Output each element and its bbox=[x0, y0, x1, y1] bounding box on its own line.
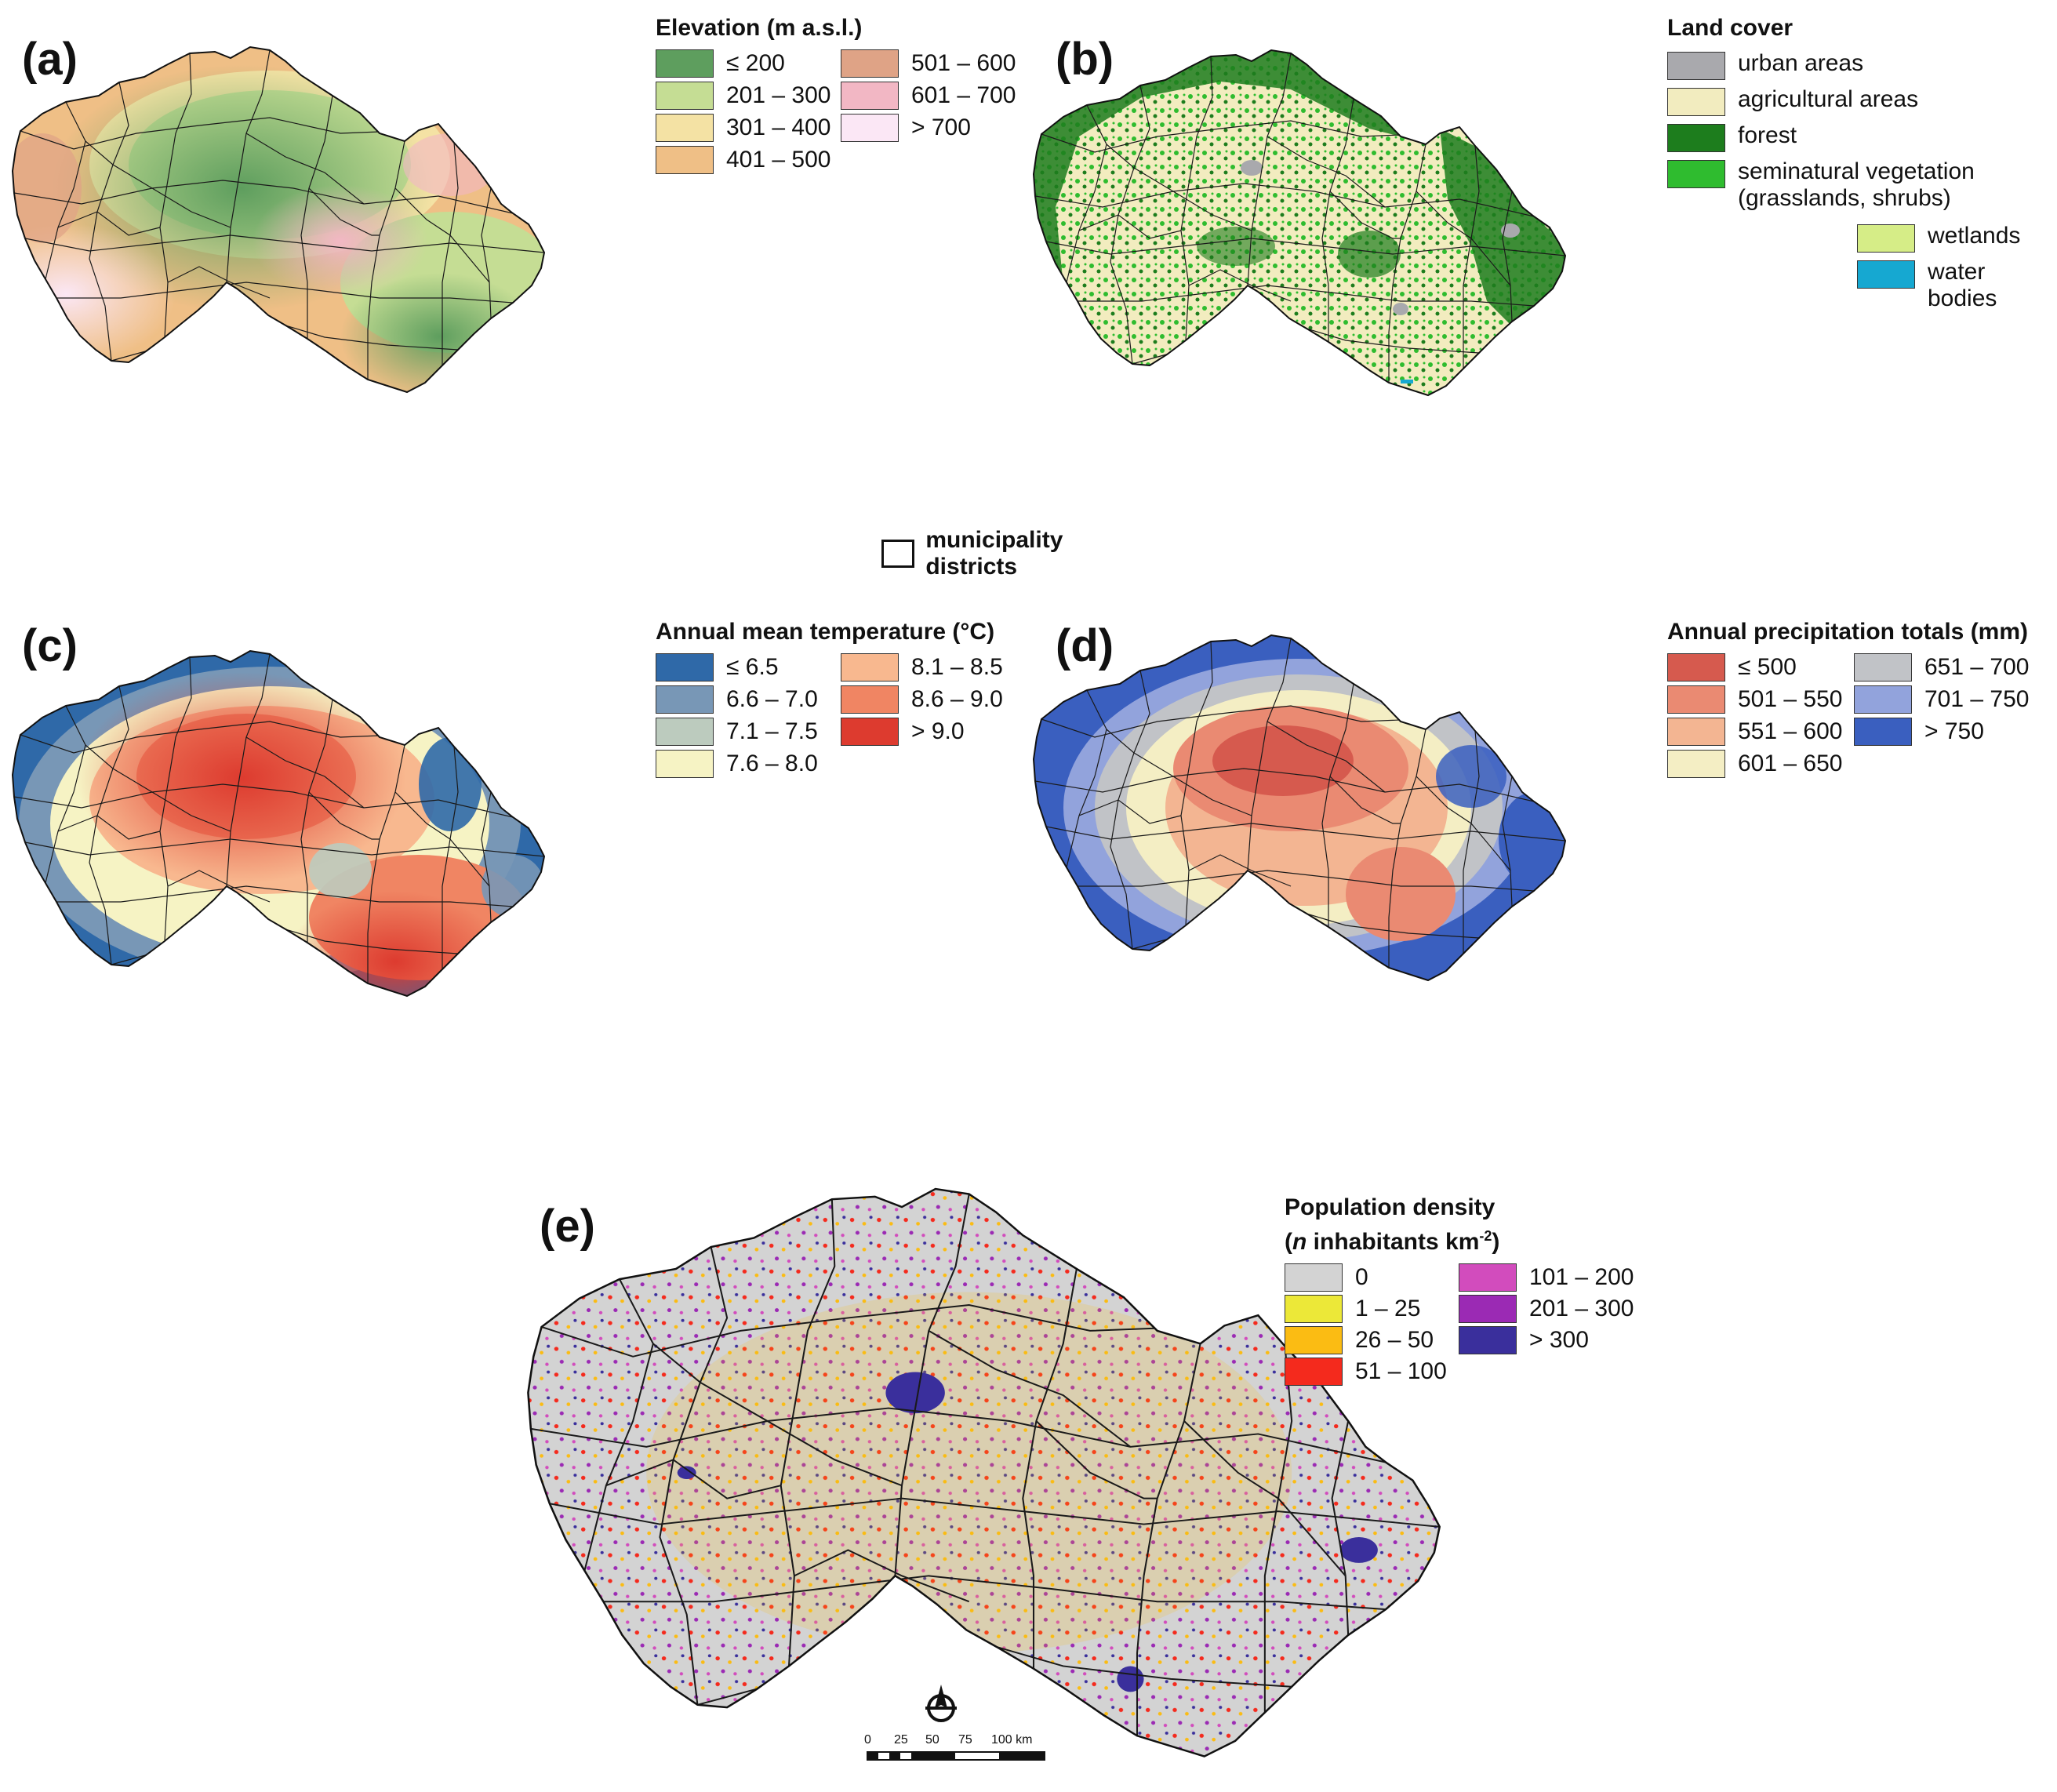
land-cover-legend-title: Land cover bbox=[1667, 15, 1794, 41]
panel-label-a: (a) bbox=[22, 34, 78, 85]
legend-swatch bbox=[841, 82, 899, 110]
panel-label-d: (d) bbox=[1056, 620, 1114, 671]
scale-tick-label: 50 bbox=[925, 1733, 939, 1747]
legend-swatch bbox=[1285, 1263, 1343, 1292]
legend-swatch bbox=[1667, 88, 1725, 116]
legend-swatch bbox=[1285, 1326, 1343, 1354]
legend-swatch bbox=[656, 750, 714, 778]
legend-swatch bbox=[1459, 1263, 1517, 1292]
precipitation-legend: Annual precipitation totals (mm) ≤ 500 5… bbox=[1667, 618, 2029, 778]
north-arrow-icon bbox=[925, 1685, 957, 1722]
precipitation-legend-title: Annual precipitation totals (mm) bbox=[1667, 619, 2029, 645]
elevation-map bbox=[12, 46, 545, 393]
legend-item: 301 – 400 bbox=[656, 114, 830, 142]
legend-swatch bbox=[1667, 750, 1725, 778]
legend-item: wetlands bbox=[1857, 223, 2020, 253]
legend-swatch bbox=[841, 685, 899, 714]
legend-item: 201 – 300 bbox=[1459, 1295, 1634, 1323]
legend-swatch bbox=[1857, 224, 1915, 253]
temperature-legend: Annual mean temperature (°C) ≤ 6.5 6.6 –… bbox=[656, 618, 1021, 778]
legend-swatch bbox=[841, 718, 899, 746]
temperature-map bbox=[12, 650, 545, 997]
legend-swatch bbox=[1667, 160, 1725, 188]
legend-swatch bbox=[656, 82, 714, 110]
legend-item: 7.1 – 7.5 bbox=[656, 718, 820, 746]
legend-item: > 700 bbox=[841, 114, 1021, 142]
legend-item: ≤ 6.5 bbox=[656, 653, 820, 682]
population-density-legend: Population density (n inhabitants km-2) … bbox=[1285, 1194, 1634, 1386]
municipality-districts-legend: municipality districts bbox=[881, 527, 1078, 580]
legend-swatch bbox=[1459, 1326, 1517, 1354]
legend-item: seminatural vegetation (grasslands, shrub… bbox=[1667, 158, 2020, 212]
district-boundary-swatch bbox=[881, 540, 915, 568]
panel-label-e: (e) bbox=[540, 1201, 595, 1252]
legend-swatch bbox=[656, 146, 714, 174]
population-density-map bbox=[527, 1187, 1441, 1757]
legend-swatch bbox=[656, 685, 714, 714]
panel-label-c: (c) bbox=[22, 620, 78, 671]
legend-item: > 750 bbox=[1854, 718, 2019, 746]
legend-swatch bbox=[656, 718, 714, 746]
legend-item: 501 – 550 bbox=[1667, 685, 1842, 714]
legend-swatch bbox=[1857, 260, 1915, 289]
legend-item: 601 – 700 bbox=[841, 82, 1021, 110]
land-cover-map bbox=[1033, 49, 1566, 396]
legend-item: 8.6 – 9.0 bbox=[841, 685, 1021, 714]
legend-item: urban areas bbox=[1667, 50, 2020, 80]
temperature-legend-title: Annual mean temperature (°C) bbox=[656, 619, 995, 645]
legend-item: agricultural areas bbox=[1667, 86, 2020, 116]
scale-bar-graphic bbox=[867, 1751, 1045, 1761]
legend-item: 8.1 – 8.5 bbox=[841, 653, 1021, 682]
legend-item: forest bbox=[1667, 122, 2020, 152]
legend-swatch bbox=[656, 653, 714, 682]
legend-swatch bbox=[1667, 124, 1725, 152]
legend-item: 401 – 500 bbox=[656, 146, 830, 174]
legend-item: 1 – 25 bbox=[1285, 1295, 1438, 1323]
scale-tick-label: 0 bbox=[864, 1733, 871, 1747]
legend-swatch bbox=[656, 114, 714, 142]
legend-swatch bbox=[1285, 1295, 1343, 1323]
scale-tick-label: 25 bbox=[894, 1733, 908, 1747]
legend-item: 6.6 – 7.0 bbox=[656, 685, 820, 714]
legend-item: 201 – 300 bbox=[656, 82, 830, 110]
legend-item: 601 – 650 bbox=[1667, 750, 1842, 778]
legend-swatch bbox=[1854, 685, 1912, 714]
legend-item: > 9.0 bbox=[841, 718, 1021, 746]
legend-item: 551 – 600 bbox=[1667, 718, 1842, 746]
legend-item: 101 – 200 bbox=[1459, 1263, 1634, 1292]
elevation-legend-title: Elevation (m a.s.l.) bbox=[656, 15, 863, 41]
legend-item: 651 – 700 bbox=[1854, 653, 2029, 682]
legend-item: 26 – 50 bbox=[1285, 1326, 1438, 1354]
legend-item: 701 – 750 bbox=[1854, 685, 2029, 714]
legend-swatch bbox=[1854, 653, 1912, 682]
legend-swatch bbox=[841, 49, 899, 78]
legend-swatch bbox=[656, 49, 714, 78]
legend-item: water bodies bbox=[1857, 259, 2020, 312]
legend-swatch bbox=[1667, 685, 1725, 714]
scale-tick-label: 75 bbox=[958, 1733, 972, 1747]
panel-label-b: (b) bbox=[1056, 34, 1114, 85]
scale-tick-label: 100 km bbox=[991, 1733, 1033, 1747]
legend-swatch bbox=[1459, 1295, 1517, 1323]
legend-item: 51 – 100 bbox=[1285, 1358, 1447, 1386]
legend-item: > 300 bbox=[1459, 1326, 1631, 1354]
legend-item: 501 – 600 bbox=[841, 49, 1021, 78]
population-density-legend-title: Population density (n inhabitants km-2) bbox=[1285, 1194, 1500, 1255]
legend-swatch bbox=[841, 653, 899, 682]
legend-swatch bbox=[1667, 653, 1725, 682]
legend-swatch bbox=[1667, 718, 1725, 746]
legend-item: ≤ 500 bbox=[1667, 653, 1833, 682]
legend-swatch bbox=[1667, 52, 1725, 80]
scale-bar: 0 25 50 75 100 km bbox=[861, 1733, 1049, 1768]
legend-swatch bbox=[841, 114, 899, 142]
legend-item: 0 bbox=[1285, 1263, 1438, 1292]
elevation-legend: Elevation (m a.s.l.) ≤ 200 201 – 300 301… bbox=[656, 14, 1021, 174]
land-cover-legend: Land cover urban areas agricultural area… bbox=[1667, 14, 2020, 318]
legend-swatch bbox=[1285, 1358, 1343, 1386]
legend-swatch bbox=[1854, 718, 1912, 746]
legend-item: 7.6 – 8.0 bbox=[656, 750, 820, 778]
legend-item: ≤ 200 bbox=[656, 49, 820, 78]
precipitation-map bbox=[1033, 634, 1566, 981]
